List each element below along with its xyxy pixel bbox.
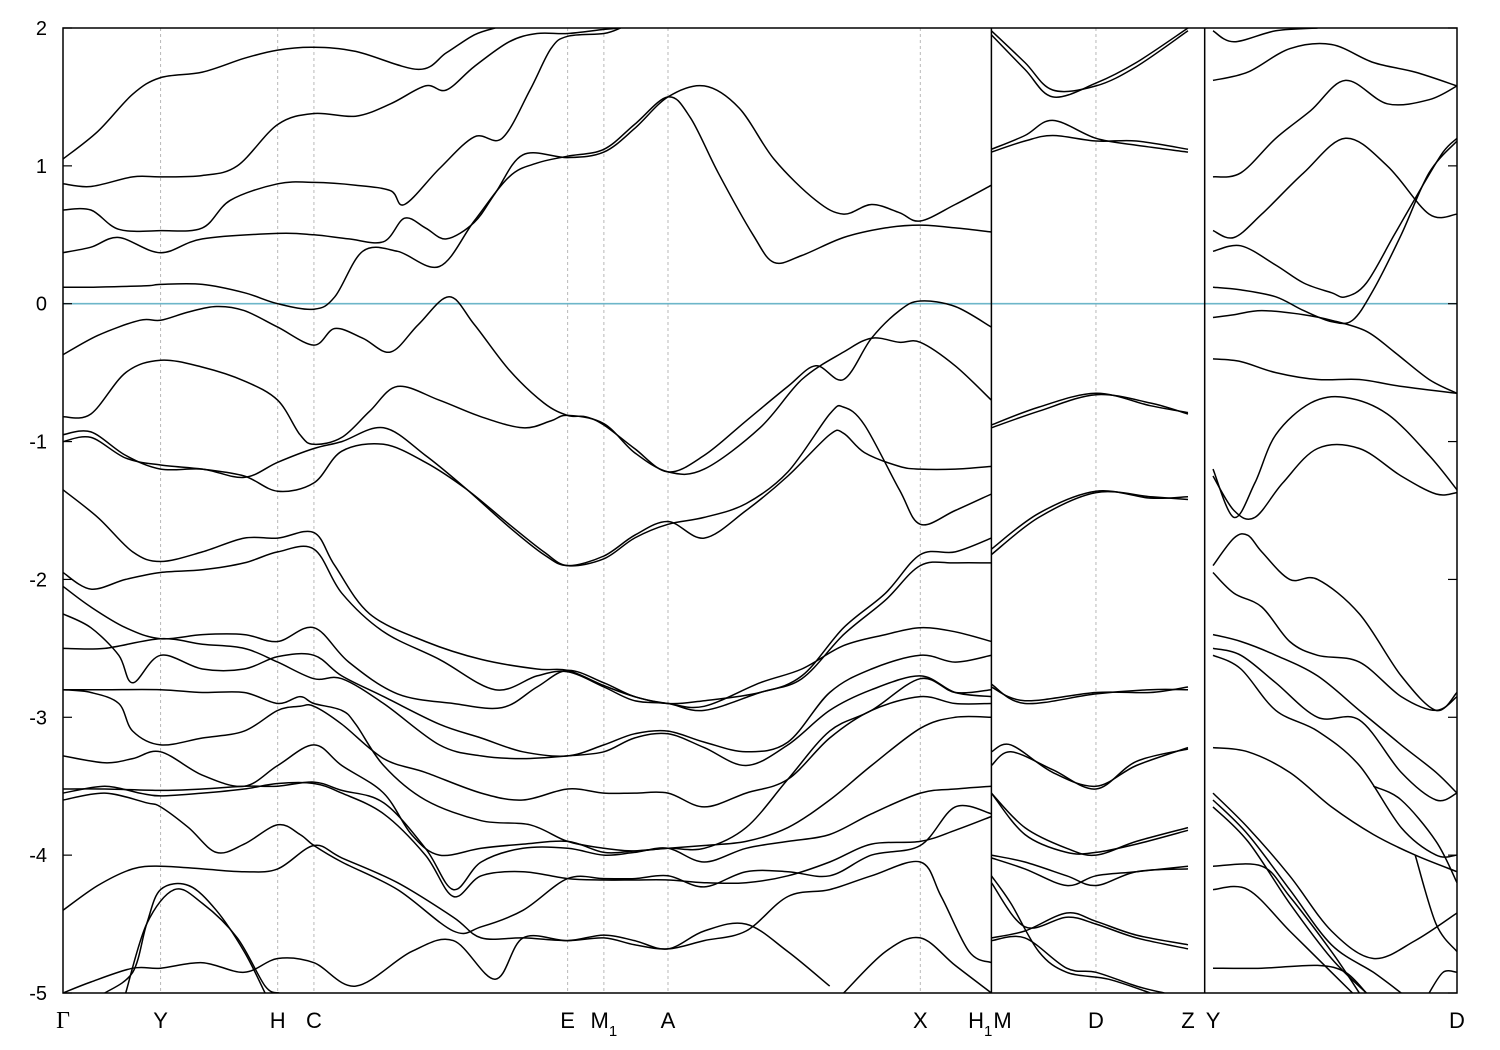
band-line — [1414, 854, 1457, 953]
x-tick-label-a: A — [661, 1008, 676, 1033]
band-line — [990, 490, 1189, 556]
band-line — [1212, 533, 1457, 712]
band-line — [991, 935, 1165, 993]
band-line — [63, 426, 992, 567]
band-line — [1212, 358, 1457, 395]
band-line — [63, 637, 992, 767]
band-line — [990, 882, 1189, 950]
band-line — [990, 683, 1189, 705]
band-line — [63, 613, 992, 757]
x-tick-label-h1: H1 — [968, 1008, 992, 1040]
x-axis: Γ Y H C E M1 A X H1 M D Z Y D — [56, 1008, 1465, 1040]
band-line — [63, 84, 992, 254]
band-line — [1212, 746, 1457, 873]
x-tick-label-x: X — [913, 1008, 928, 1033]
y-tick-label: 0 — [36, 294, 47, 316]
band-line — [104, 882, 266, 993]
band-line — [63, 781, 992, 898]
band-line — [843, 936, 992, 993]
band-line — [63, 28, 621, 233]
band-line — [990, 792, 1189, 857]
band-line — [1212, 443, 1457, 520]
band-line — [1212, 140, 1457, 325]
band-line — [63, 28, 621, 188]
band-line — [63, 28, 496, 160]
band-line — [990, 28, 1189, 98]
plot-frame — [62, 27, 1458, 994]
band-line — [1212, 863, 1361, 993]
band-line — [991, 393, 1189, 429]
band-line — [1212, 799, 1402, 993]
x-tick-label-c: C — [306, 1008, 322, 1033]
band-line — [991, 119, 1189, 153]
band-line — [124, 888, 280, 993]
high-symmetry-gridlines — [160, 28, 1097, 993]
band-line — [63, 489, 992, 705]
band-line — [63, 337, 992, 476]
x-tick-label-y1: Y — [153, 1008, 168, 1033]
segment-dividers — [990, 28, 1206, 993]
band-line — [991, 392, 1189, 426]
band-line — [63, 545, 992, 712]
y-tick-label: -5 — [29, 983, 47, 1005]
band-line — [63, 922, 831, 993]
x-tick-label-m1: M1 — [591, 1008, 618, 1040]
x-tick-label-d1: D — [1088, 1008, 1104, 1033]
x-tick-label-d2: D — [1449, 1008, 1465, 1033]
band-line — [1428, 970, 1457, 993]
band-lines — [63, 28, 1457, 993]
band-line — [1212, 137, 1457, 239]
band-line — [1212, 28, 1318, 43]
y-tick-label: -3 — [29, 707, 47, 729]
band-line — [1212, 964, 1367, 993]
band-line — [63, 781, 992, 891]
y-tick-label: -1 — [29, 432, 47, 454]
band-line — [990, 875, 1151, 993]
band-line — [1212, 309, 1457, 394]
band-line — [1212, 633, 1457, 794]
x-tick-label-m: M — [993, 1008, 1011, 1033]
band-line — [990, 30, 1189, 93]
band-line — [63, 296, 992, 473]
band-line — [63, 677, 992, 852]
band-line — [991, 134, 1189, 153]
x-tick-label-y2: Y — [1206, 1008, 1221, 1033]
y-tick-label: 1 — [36, 156, 47, 178]
band-line — [990, 748, 1189, 790]
x-tick-label-gamma: Γ — [56, 1008, 70, 1034]
band-line — [1212, 571, 1457, 712]
x-tick-label-e: E — [560, 1008, 575, 1033]
y-axis: 2 1 0 -1 -2 -3 -4 -5 — [29, 18, 1457, 1005]
y-tick-label: 2 — [36, 18, 47, 40]
band-line — [1212, 792, 1457, 960]
band-line — [991, 743, 1189, 787]
band-line — [1212, 137, 1457, 298]
band-line — [63, 688, 992, 808]
y-tick-label: -2 — [29, 569, 47, 591]
band-line — [63, 792, 992, 935]
band-line — [63, 96, 992, 311]
band-line — [1373, 785, 1457, 884]
band-line — [1212, 647, 1457, 802]
band-line — [1212, 885, 1354, 993]
band-line — [1212, 79, 1457, 178]
band-line — [991, 854, 1189, 887]
band-line — [63, 715, 992, 857]
band-line — [63, 844, 992, 964]
x-tick-label-h: H — [270, 1008, 286, 1033]
x-tick-label-z: Z — [1181, 1008, 1194, 1033]
band-line — [63, 404, 992, 567]
band-line — [991, 911, 1189, 946]
band-line — [1212, 654, 1457, 858]
band-line — [1212, 806, 1367, 993]
band-line — [991, 686, 1189, 702]
band-line — [1212, 395, 1457, 519]
band-line — [990, 489, 1189, 550]
y-tick-label: -4 — [29, 845, 47, 867]
band-line — [991, 857, 1189, 887]
band-line — [63, 585, 992, 710]
band-line — [1212, 42, 1457, 87]
